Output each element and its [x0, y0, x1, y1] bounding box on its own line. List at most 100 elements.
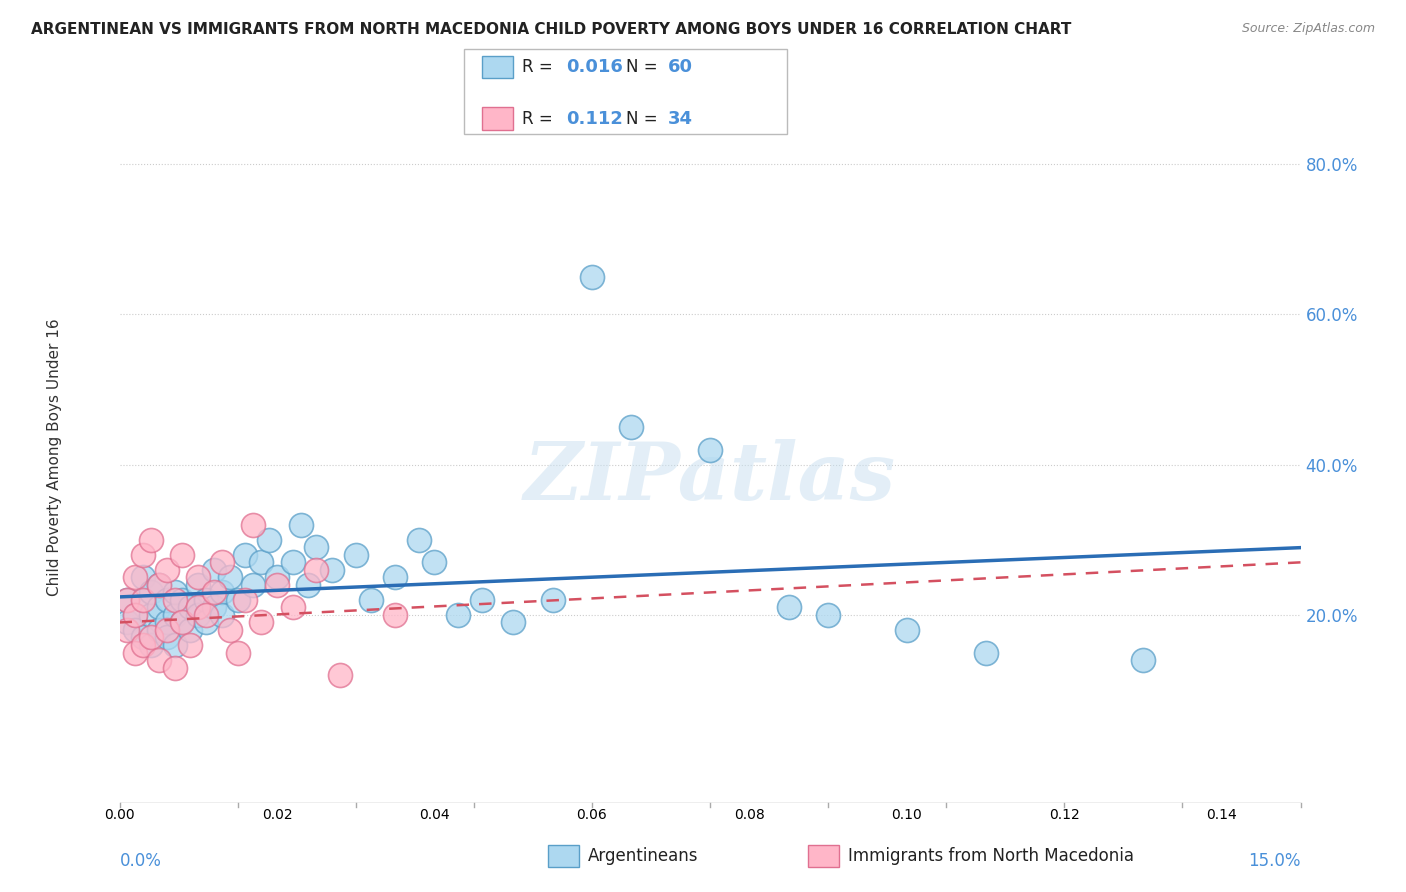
Point	[163, 660, 186, 674]
Point	[235, 548, 257, 562]
Point	[218, 623, 240, 637]
Point	[179, 623, 201, 637]
Point	[202, 585, 225, 599]
Point	[187, 570, 209, 584]
Point	[360, 593, 382, 607]
Point	[148, 578, 170, 592]
Point	[218, 570, 240, 584]
Point	[124, 607, 146, 622]
Text: Child Poverty Among Boys Under 16: Child Poverty Among Boys Under 16	[46, 318, 62, 596]
Point	[211, 607, 233, 622]
Point	[242, 517, 264, 532]
Point	[423, 555, 446, 569]
Point	[384, 570, 406, 584]
Point	[124, 570, 146, 584]
Text: 0.112: 0.112	[567, 110, 623, 128]
Point	[148, 600, 170, 615]
Point	[163, 638, 186, 652]
Text: N =: N =	[626, 58, 662, 76]
Point	[195, 615, 218, 630]
Text: Argentineans: Argentineans	[588, 847, 699, 865]
Point	[195, 607, 218, 622]
Point	[172, 615, 194, 630]
Point	[541, 593, 564, 607]
Point	[581, 269, 603, 284]
Point	[117, 623, 139, 637]
Point	[117, 593, 139, 607]
Point	[163, 585, 186, 599]
Point	[250, 555, 273, 569]
Point	[257, 533, 280, 547]
Point	[179, 638, 201, 652]
Point	[163, 607, 186, 622]
Text: ZIPatlas: ZIPatlas	[524, 439, 896, 516]
Point	[250, 615, 273, 630]
Point	[1132, 653, 1154, 667]
Point	[139, 607, 162, 622]
Point	[202, 600, 225, 615]
Point	[179, 600, 201, 615]
Point	[211, 555, 233, 569]
Point	[297, 578, 319, 592]
Point	[974, 646, 997, 660]
Point	[305, 541, 328, 555]
Point	[132, 548, 155, 562]
Text: N =: N =	[626, 110, 662, 128]
Point	[117, 593, 139, 607]
Point	[139, 638, 162, 652]
Point	[148, 653, 170, 667]
Point	[408, 533, 430, 547]
Point	[132, 638, 155, 652]
Point	[266, 570, 288, 584]
Point	[132, 570, 155, 584]
Point	[172, 593, 194, 607]
Point	[817, 607, 839, 622]
Point	[156, 563, 179, 577]
Point	[226, 646, 249, 660]
Text: Source: ZipAtlas.com: Source: ZipAtlas.com	[1241, 22, 1375, 36]
Point	[187, 607, 209, 622]
Point	[124, 607, 146, 622]
Point	[148, 623, 170, 637]
Point	[281, 555, 304, 569]
Point	[139, 585, 162, 599]
Point	[172, 615, 194, 630]
Point	[148, 578, 170, 592]
Point	[502, 615, 524, 630]
Point	[124, 623, 146, 637]
Point	[132, 593, 155, 607]
Text: 60: 60	[668, 58, 693, 76]
Point	[290, 517, 312, 532]
Point	[187, 600, 209, 615]
Point	[156, 631, 179, 645]
Point	[305, 563, 328, 577]
Point	[139, 631, 162, 645]
Text: Immigrants from North Macedonia: Immigrants from North Macedonia	[848, 847, 1133, 865]
Point	[202, 563, 225, 577]
Point	[156, 623, 179, 637]
Point	[117, 615, 139, 630]
Point	[172, 548, 194, 562]
Text: 0.016: 0.016	[567, 58, 623, 76]
Point	[344, 548, 367, 562]
Point	[620, 420, 643, 434]
Text: 34: 34	[668, 110, 693, 128]
Point	[124, 646, 146, 660]
Point	[211, 585, 233, 599]
Text: R =: R =	[522, 110, 558, 128]
Point	[242, 578, 264, 592]
Point	[384, 607, 406, 622]
Text: R =: R =	[522, 58, 558, 76]
Point	[132, 593, 155, 607]
Point	[266, 578, 288, 592]
Point	[471, 593, 494, 607]
Point	[699, 442, 721, 457]
Point	[226, 593, 249, 607]
Point	[447, 607, 470, 622]
Point	[778, 600, 800, 615]
Point	[156, 593, 179, 607]
Point	[896, 623, 918, 637]
Point	[235, 593, 257, 607]
Point	[132, 631, 155, 645]
Point	[187, 578, 209, 592]
